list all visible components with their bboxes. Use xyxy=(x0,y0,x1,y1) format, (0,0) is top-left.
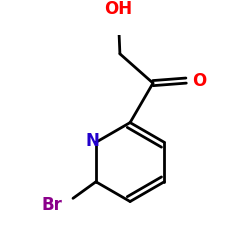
Text: OH: OH xyxy=(104,0,133,18)
Text: O: O xyxy=(192,72,207,90)
Text: N: N xyxy=(86,132,100,150)
Text: Br: Br xyxy=(42,196,63,214)
